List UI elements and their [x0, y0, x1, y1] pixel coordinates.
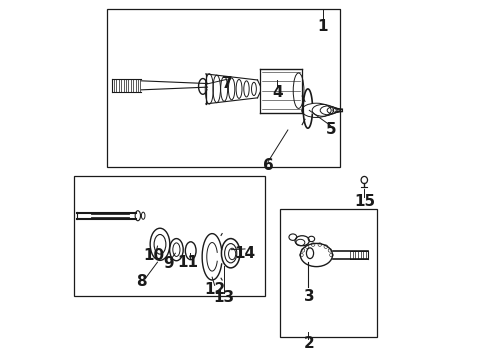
- Text: 10: 10: [144, 248, 165, 262]
- Text: 4: 4: [272, 85, 282, 100]
- Text: 2: 2: [304, 336, 315, 351]
- Text: 7: 7: [222, 76, 232, 91]
- Text: 13: 13: [213, 290, 234, 305]
- Text: 9: 9: [163, 256, 173, 271]
- Text: 15: 15: [354, 194, 375, 209]
- Text: 8: 8: [136, 274, 147, 289]
- Text: 6: 6: [263, 158, 273, 173]
- Text: 12: 12: [204, 282, 225, 297]
- Text: 14: 14: [234, 246, 256, 261]
- Text: 5: 5: [325, 122, 336, 138]
- Text: 1: 1: [318, 19, 328, 34]
- Text: 3: 3: [304, 289, 315, 303]
- Text: 11: 11: [177, 255, 198, 270]
